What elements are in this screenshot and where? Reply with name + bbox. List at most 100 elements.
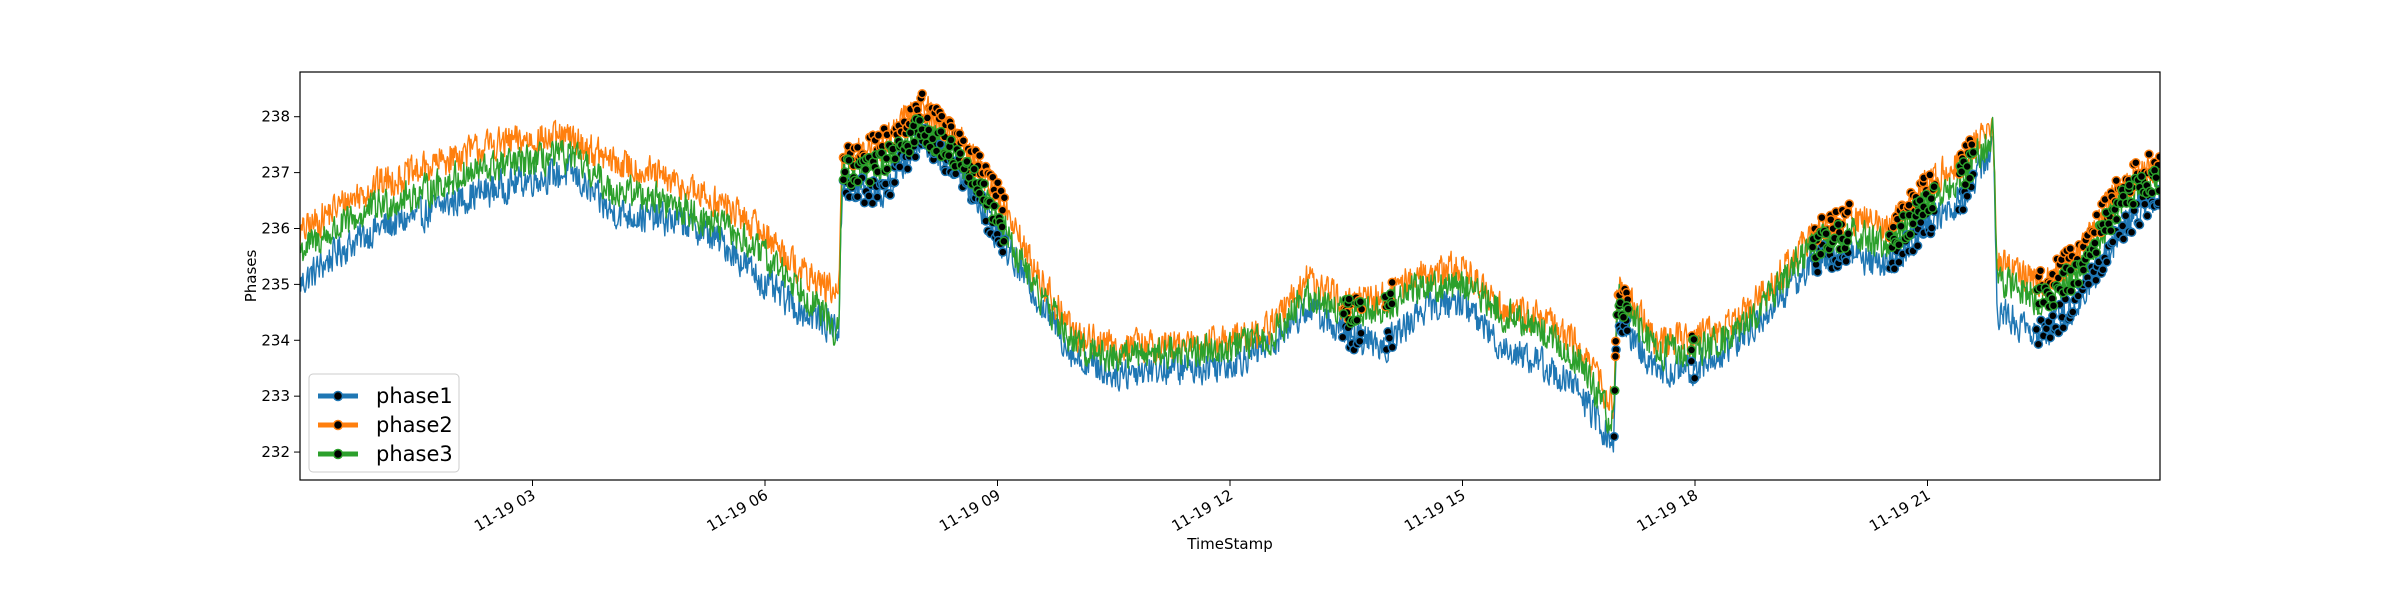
anomaly-marker (1385, 288, 1396, 299)
anomaly-marker (2065, 265, 2076, 276)
anomaly-marker (1817, 212, 1827, 223)
anomaly-marker (852, 191, 863, 202)
anomaly-marker (2048, 311, 2058, 321)
anomaly-marker (1686, 356, 1697, 366)
anomaly-marker (2090, 238, 2100, 248)
anomaly-marker (1842, 207, 1853, 217)
anomaly-marker (1958, 204, 1968, 215)
series-layer (300, 94, 2160, 453)
anomaly-marker (1905, 229, 1915, 240)
anomaly-marker (1815, 249, 1826, 259)
anomaly-marker (1833, 219, 1844, 230)
anomaly-marker (1844, 199, 1855, 209)
anomaly-marker (1610, 351, 1621, 362)
anomaly-marker (1337, 332, 1348, 342)
anomaly-marker (1387, 277, 1397, 288)
anomaly-marker (914, 115, 925, 126)
anomaly-marker (1610, 385, 1620, 396)
anomaly-marker (2153, 197, 2160, 208)
anomaly-marker (840, 167, 850, 177)
anomaly-marker (1896, 221, 1906, 231)
anomaly-marker (2102, 257, 2112, 267)
legend-label-phase1: phase1 (376, 384, 453, 408)
anomaly-marker (937, 111, 947, 121)
marker-layer (838, 88, 2160, 442)
anomaly-marker (2144, 149, 2154, 159)
anomaly-marker (2111, 175, 2122, 186)
anomaly-marker (1356, 328, 1366, 338)
anomaly-marker (1807, 242, 1818, 252)
anomaly-marker (1689, 334, 1699, 345)
anomaly-marker (955, 148, 966, 159)
anomaly-marker (885, 190, 895, 200)
anomaly-marker (838, 174, 849, 185)
anomaly-marker (902, 164, 913, 174)
anomaly-marker (946, 135, 956, 145)
anomaly-marker (2033, 339, 2044, 349)
anomaly-marker (922, 113, 933, 123)
anomaly-marker (904, 147, 915, 157)
x-tick-label: 11-19 09 (936, 486, 1003, 535)
anomaly-marker (1384, 333, 1395, 343)
x-axis-label: TimeStamp (1186, 535, 1272, 553)
anomaly-marker (2045, 332, 2055, 343)
anomaly-marker (2124, 180, 2135, 191)
x-tick-label: 11-19 18 (1634, 486, 1701, 535)
anomaly-marker (1962, 161, 1972, 172)
anomaly-marker (1387, 299, 1397, 309)
anomaly-marker (860, 164, 871, 175)
anomaly-marker (1618, 312, 1629, 323)
y-tick-label: 234 (261, 331, 290, 349)
anomaly-marker (989, 201, 1000, 211)
anomaly-marker (1623, 304, 1633, 314)
series-line-phase1 (300, 125, 2160, 453)
anomaly-marker (1927, 203, 1938, 214)
anomaly-marker (1338, 309, 1349, 319)
anomaly-marker (1894, 257, 1904, 267)
anomaly-marker (1610, 336, 1621, 346)
anomaly-marker (852, 142, 863, 153)
y-tick-label: 235 (261, 275, 290, 293)
anomaly-marker (1967, 139, 1977, 150)
y-axis-label: Phases (242, 250, 260, 303)
anomaly-marker (2068, 307, 2078, 317)
anomaly-marker (2078, 265, 2089, 275)
anomaly-marker (2128, 199, 2139, 209)
y-tick-label: 232 (261, 443, 290, 461)
anomaly-markers-phase3 (838, 114, 2160, 396)
x-tick-label: 11-19 06 (704, 486, 771, 535)
anomaly-marker (2048, 300, 2059, 311)
anomaly-marker (1843, 229, 1854, 239)
anomaly-marker (1622, 325, 1633, 336)
anomaly-marker (1686, 345, 1697, 355)
anomaly-marker (1926, 223, 1937, 233)
y-tick-label: 238 (261, 108, 290, 126)
y-tick-label: 237 (261, 164, 290, 182)
anomaly-marker (2151, 172, 2160, 183)
anomaly-marker (2154, 185, 2160, 196)
anomaly-marker (1352, 315, 1362, 325)
anomaly-marker (2142, 211, 2153, 221)
anomaly-marker (1689, 373, 1700, 383)
anomaly-marker (881, 153, 892, 164)
anomaly-marker (1355, 297, 1366, 307)
anomaly-marker (2065, 243, 2076, 254)
anomaly-marker (909, 137, 920, 147)
y-tick-label: 236 (261, 219, 290, 237)
x-tick-label: 11-19 21 (1866, 486, 1933, 535)
anomaly-marker (944, 150, 954, 161)
anomaly-marker (958, 135, 969, 146)
anomaly-marker (1889, 264, 1900, 274)
anomaly-marker (1908, 219, 1918, 229)
anomaly-marker (2106, 225, 2116, 236)
anomaly-marker (1929, 181, 1939, 192)
anomaly-marker (2131, 157, 2141, 168)
anomaly-marker (2091, 210, 2102, 220)
anomaly-marker (2120, 210, 2131, 221)
anomaly-marker (890, 154, 900, 164)
anomaly-marker (974, 188, 985, 199)
legend-label-phase2: phase2 (376, 413, 453, 437)
anomaly-marker (1355, 336, 1365, 346)
anomaly-marker (1894, 239, 1904, 250)
